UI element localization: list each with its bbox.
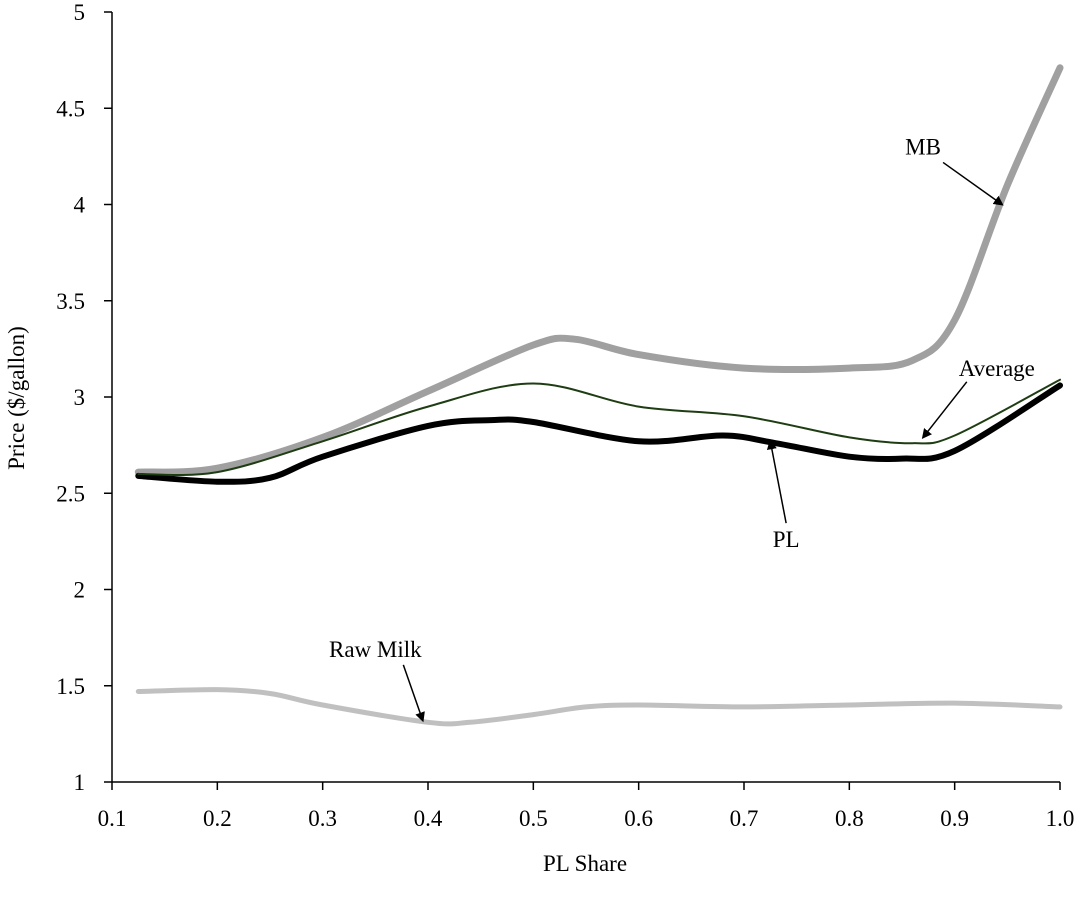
- annotation-label-raw-milk: Raw Milk: [329, 637, 422, 662]
- y-tick-label: 3.5: [56, 289, 85, 314]
- y-tick-label: 4: [74, 193, 86, 218]
- series-line-raw-milk: [135, 687, 1063, 727]
- x-tick-label: 1.0: [1046, 806, 1075, 831]
- annotation-label-pl: PL: [773, 527, 800, 552]
- axes: 0.1 0.2 0.3 0.4 0.5 0.6 0.7 0.8 0.9 1.0 1 1.5 2 2.5 3 3…: [56, 0, 1074, 831]
- x-tick-label: 0.5: [519, 806, 548, 831]
- x-tick-label: 0.4: [414, 806, 443, 831]
- y-tick-label: 2.5: [56, 481, 85, 506]
- x-tick-label: 0.1: [98, 806, 127, 831]
- annotations-layer: MB Average PL Raw Milk: [329, 134, 1035, 723]
- y-tick-label: 3: [74, 385, 86, 410]
- y-axis-title: Price ($/gallon): [4, 326, 29, 470]
- annotation-arrow-average: [921, 381, 968, 439]
- y-tick-label: 2: [74, 578, 86, 603]
- x-tick-label: 0.7: [730, 806, 759, 831]
- y-tick-label: 5: [74, 0, 86, 25]
- x-tick-label: 0.9: [940, 806, 969, 831]
- series-line-mb: [134, 64, 1064, 476]
- annotation-arrow-mb: [942, 161, 1004, 206]
- annotation-label-mb: MB: [905, 134, 941, 159]
- y-tick-label: 1.5: [56, 674, 85, 699]
- annotation-label-average: Average: [959, 356, 1035, 381]
- y-tick-label: 4.5: [56, 96, 85, 121]
- x-axis-title: PL Share: [543, 851, 627, 876]
- x-tick-label: 0.2: [203, 806, 232, 831]
- x-tick-label: 0.3: [308, 806, 337, 831]
- x-tick-label: 0.6: [624, 806, 653, 831]
- x-tick-label: 0.8: [835, 806, 864, 831]
- series-line-average: [137, 378, 1061, 477]
- annotation-arrow-pl: [766, 439, 787, 524]
- series-layer: [134, 64, 1064, 727]
- y-tick-label: 1: [74, 770, 86, 795]
- annotation-arrow-raw-milk: [402, 664, 425, 723]
- series-line-pl: [135, 382, 1063, 485]
